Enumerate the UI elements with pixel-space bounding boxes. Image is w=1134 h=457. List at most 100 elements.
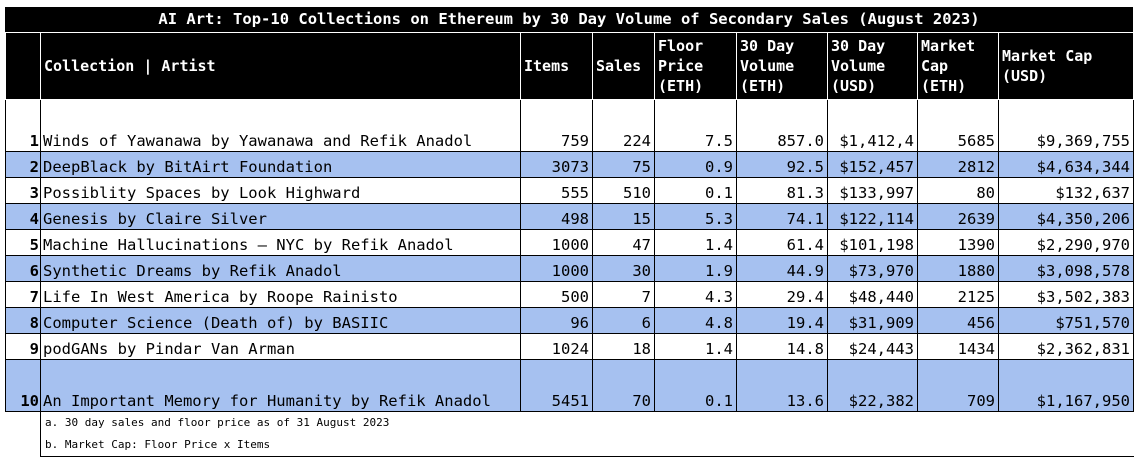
table-cell-sales: 510 [592, 177, 655, 204]
table-cell-items: 1000 [520, 255, 593, 282]
table-cell-sales: 7 [592, 281, 655, 308]
table-cell-volume-usd: $73,970 [827, 255, 918, 282]
header-sales: Sales [592, 32, 655, 100]
footnote: b. Market Cap: Floor Price x Items [45, 438, 271, 451]
table-cell-market-cap-usd: $132,637 [998, 177, 1134, 204]
header-collection: Collection | Artist [40, 32, 521, 100]
table-cell-rank: 1 [5, 99, 41, 152]
table-cell-items: 555 [520, 177, 593, 204]
table-cell-volume-eth: 61.4 [736, 229, 828, 256]
table-cell-volume-eth: 13.6 [736, 359, 828, 412]
table-cell-rank: 10 [5, 359, 41, 412]
table-cell-items: 5451 [520, 359, 593, 412]
table-cell-sales: 224 [592, 99, 655, 152]
footnote: a. 30 day sales and floor price as of 31… [45, 416, 390, 429]
table-cell-market-cap-usd: $2,362,831 [998, 333, 1134, 360]
table-cell-volume-eth: 74.1 [736, 203, 828, 230]
table-row: 9 podGANs by Pindar Van Arman 1024 18 1.4 14.… [5, 333, 1134, 360]
table-cell-items: 1000 [520, 229, 593, 256]
table-cell-rank: 9 [5, 333, 41, 360]
table-cell-volume-eth: 44.9 [736, 255, 828, 282]
table-cell-floor-price: 0.9 [654, 151, 737, 178]
table-cell-sales: 6 [592, 307, 655, 334]
table-cell-sales: 15 [592, 203, 655, 230]
table-cell-market-cap-eth: 80 [917, 177, 999, 204]
table-cell-floor-price: 5.3 [654, 203, 737, 230]
table-cell-volume-eth: 19.4 [736, 307, 828, 334]
table-row: 1 Winds of Yawanawa by Yawanawa and Refik… [5, 99, 1134, 152]
table-cell-market-cap-usd: $3,098,578 [998, 255, 1134, 282]
header-floor-line: (ETH) [658, 77, 704, 95]
header-vol-eth-line: Volume [740, 57, 795, 75]
footnotes: a. 30 day sales and floor price as of 31… [40, 412, 1134, 457]
table-cell-floor-price: 0.1 [654, 177, 737, 204]
table-cell-collection: Winds of Yawanawa by Yawanawa and Refik … [40, 99, 521, 152]
table-cell-sales: 70 [592, 359, 655, 412]
header-market-cap-eth: Market Cap (ETH) [917, 32, 999, 100]
table-cell-floor-price: 0.1 [654, 359, 737, 412]
table-cell-sales: 75 [592, 151, 655, 178]
header-volume-usd: 30 Day Volume (USD) [827, 32, 918, 100]
table-cell-items: 1024 [520, 333, 593, 360]
table-cell-volume-usd: $48,440 [827, 281, 918, 308]
table-cell-rank: 8 [5, 307, 41, 334]
table-row: 10 An Important Memory for Humanity by Re… [5, 359, 1134, 412]
table-cell-market-cap-eth: 709 [917, 359, 999, 412]
table-cell-market-cap-usd: $4,634,344 [998, 151, 1134, 178]
table-cell-rank: 4 [5, 203, 41, 230]
header-vol-usd-line: (USD) [831, 77, 877, 95]
table-cell-rank: 6 [5, 255, 41, 282]
collections-table: Collection | Artist Items Sales Floor Pr… [5, 32, 1134, 412]
table-cell-volume-usd: $31,909 [827, 307, 918, 334]
table-cell-volume-usd: $22,382 [827, 359, 918, 412]
table-cell-collection: An Important Memory for Humanity by Refi… [40, 359, 521, 412]
table-cell-market-cap-eth: 1390 [917, 229, 999, 256]
table-cell-collection: Synthetic Dreams by Refik Anadol [40, 255, 521, 282]
header-vol-eth-line: 30 Day [740, 37, 795, 55]
table-cell-volume-usd: $133,997 [827, 177, 918, 204]
table-cell-market-cap-usd: $2,290,970 [998, 229, 1134, 256]
header-mcap-eth-line: Cap [921, 57, 949, 75]
table-cell-rank: 7 [5, 281, 41, 308]
table-cell-volume-eth: 14.8 [736, 333, 828, 360]
table-cell-sales: 30 [592, 255, 655, 282]
table-cell-items: 498 [520, 203, 593, 230]
table-cell-volume-usd: $24,443 [827, 333, 918, 360]
table-title: AI Art: Top-10 Collections on Ethereum b… [5, 7, 1133, 32]
table-container: AI Art: Top-10 Collections on Ethereum b… [5, 7, 1134, 457]
table-cell-floor-price: 1.4 [654, 229, 737, 256]
table-row: 4 Genesis by Claire Silver 498 15 5.3 74.1 $12… [5, 203, 1134, 230]
table-cell-collection: Machine Hallucinations – NYC by Refik An… [40, 229, 521, 256]
table-cell-volume-eth: 29.4 [736, 281, 828, 308]
table-cell-items: 759 [520, 99, 593, 152]
header-row: Collection | Artist Items Sales Floor Pr… [5, 32, 1134, 100]
table-row: 3 Possiblity Spaces by Look Highward 555 51… [5, 177, 1134, 204]
table-cell-floor-price: 4.8 [654, 307, 737, 334]
table-row: 2 DeepBlack by BitAirt Foundation 3073 75 0.… [5, 151, 1134, 178]
table-cell-volume-usd: $1,412,4 [827, 99, 918, 152]
table-cell-market-cap-usd: $3,502,383 [998, 281, 1134, 308]
header-volume-eth: 30 Day Volume (ETH) [736, 32, 828, 100]
table-cell-items: 3073 [520, 151, 593, 178]
table-cell-floor-price: 7.5 [654, 99, 737, 152]
table-cell-market-cap-eth: 2125 [917, 281, 999, 308]
table-cell-market-cap-eth: 456 [917, 307, 999, 334]
table-cell-collection: Genesis by Claire Silver [40, 203, 521, 230]
table-cell-floor-price: 4.3 [654, 281, 737, 308]
table-cell-market-cap-eth: 2639 [917, 203, 999, 230]
header-items: Items [520, 32, 593, 100]
table-cell-market-cap-usd: $1,167,950 [998, 359, 1134, 412]
header-market-cap-usd: Market Cap (USD) [998, 32, 1134, 100]
table-cell-collection: Life In West America by Roope Rainisto [40, 281, 521, 308]
table-cell-items: 500 [520, 281, 593, 308]
table-cell-collection: DeepBlack by BitAirt Foundation [40, 151, 521, 178]
table-row: 8 Computer Science (Death of) by BASIIC 96… [5, 307, 1134, 334]
table-cell-floor-price: 1.9 [654, 255, 737, 282]
header-mcap-usd-line: Market Cap [1002, 47, 1093, 65]
table-cell-sales: 18 [592, 333, 655, 360]
header-mcap-eth-line: Market [921, 37, 976, 55]
table-cell-items: 96 [520, 307, 593, 334]
table-cell-market-cap-eth: 5685 [917, 99, 999, 152]
table-cell-volume-eth: 81.3 [736, 177, 828, 204]
table-cell-rank: 3 [5, 177, 41, 204]
